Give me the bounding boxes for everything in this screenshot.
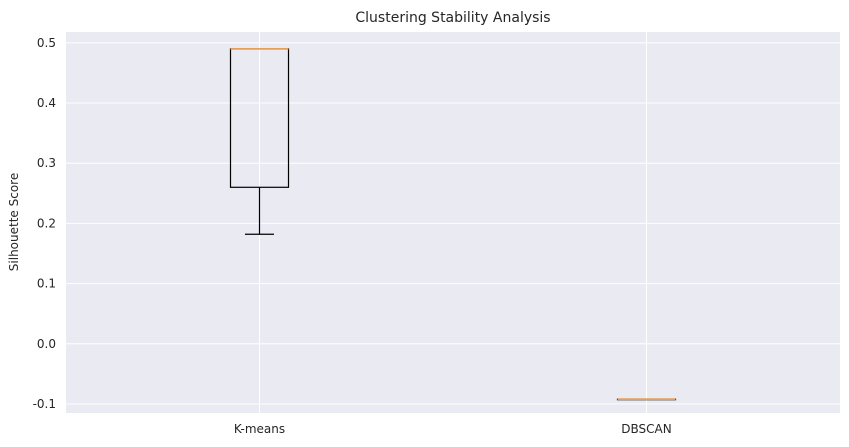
- x-tick-labels: K-means DBSCAN: [234, 422, 672, 436]
- y-tick-labels: -0.1 0.0 0.1 0.2 0.3 0.4 0.5: [33, 36, 56, 411]
- grid-lines: [66, 32, 840, 413]
- y-tick-label: 0.5: [37, 36, 56, 50]
- y-axis-label: Silhouette Score: [7, 173, 21, 271]
- x-tick-label: DBSCAN: [621, 422, 671, 436]
- y-tick-label: 0.0: [37, 337, 56, 351]
- y-tick-label: 0.3: [37, 156, 56, 170]
- box-elements: [229, 47, 677, 401]
- y-tick-label: -0.1: [33, 397, 56, 411]
- y-tick-label: 0.2: [37, 216, 56, 230]
- plot-background: [66, 32, 840, 413]
- y-tick-label: 0.4: [37, 96, 56, 110]
- chart-title: Clustering Stability Analysis: [355, 10, 550, 26]
- x-tick-label: K-means: [234, 422, 285, 436]
- y-tick-label: 0.1: [37, 277, 56, 291]
